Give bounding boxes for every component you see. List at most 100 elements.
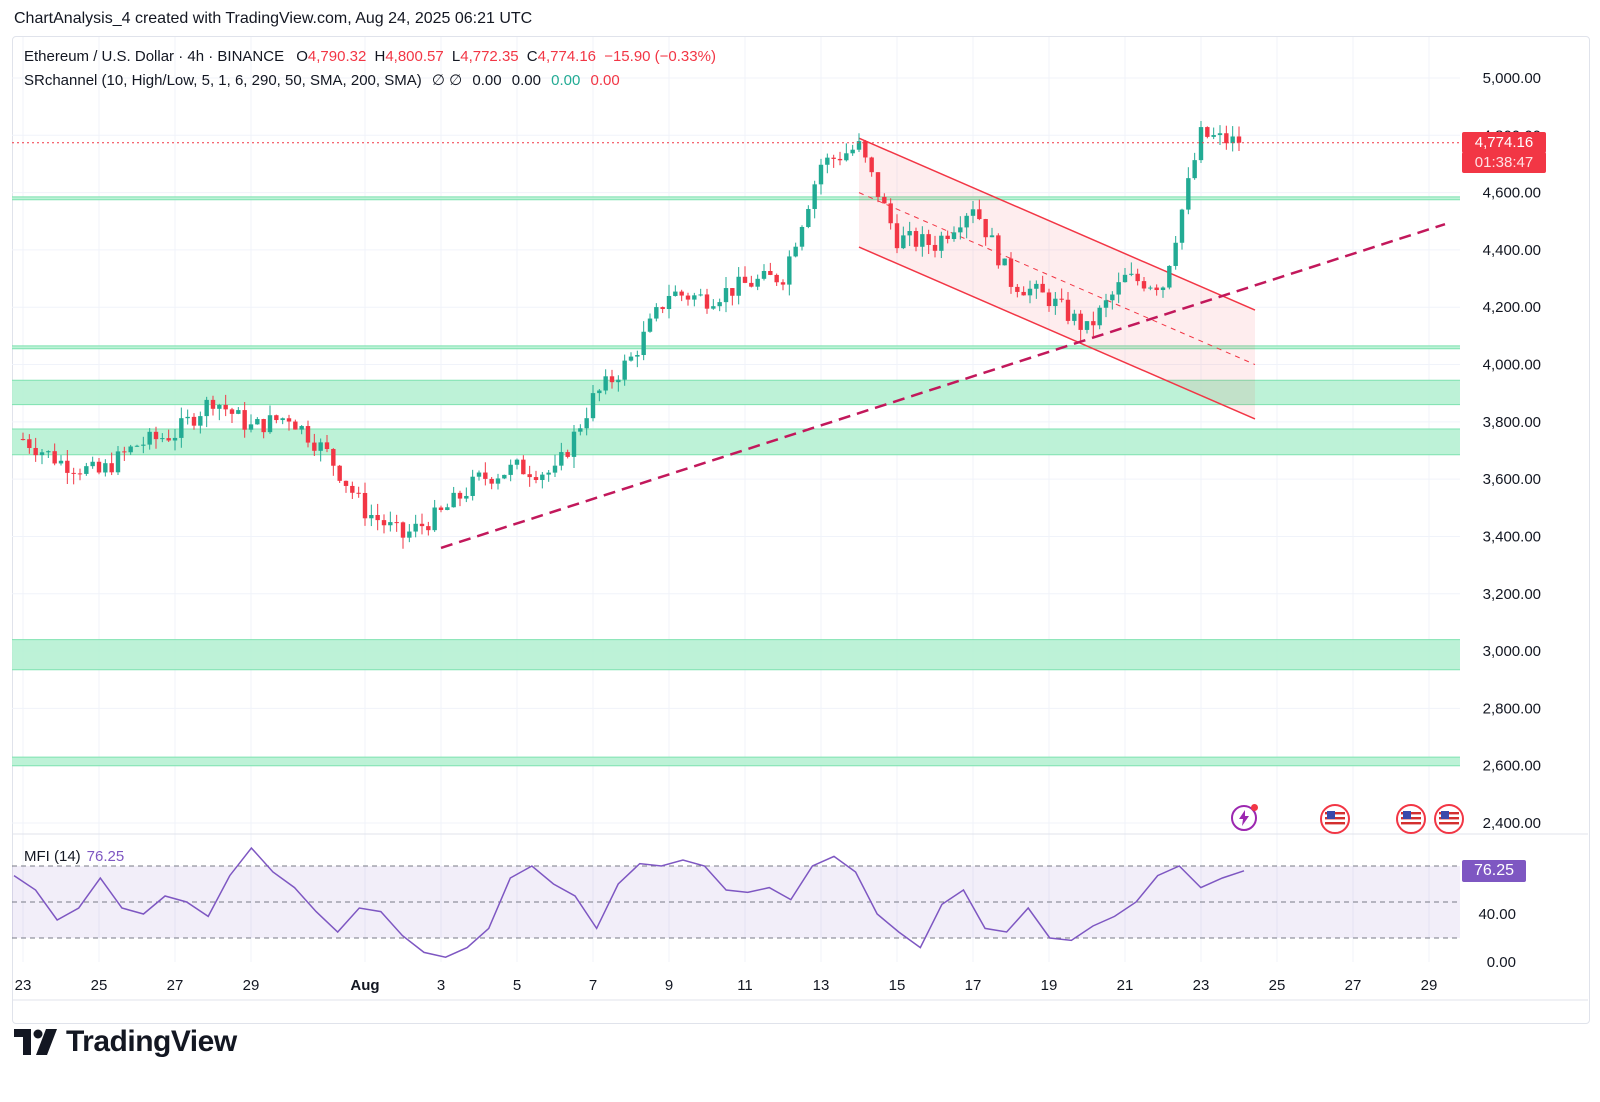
candle-body bbox=[77, 473, 83, 475]
support-resistance-zone bbox=[12, 380, 1460, 405]
support-resistance-zone bbox=[12, 757, 1460, 766]
candle-body bbox=[1091, 321, 1096, 326]
candle-body bbox=[147, 431, 152, 445]
candle-body bbox=[375, 514, 380, 521]
candle-body bbox=[191, 416, 197, 426]
candle-body bbox=[65, 460, 70, 473]
candle-body bbox=[483, 472, 488, 479]
candle-body bbox=[1078, 313, 1083, 330]
candle-body bbox=[369, 514, 374, 519]
candle-body bbox=[527, 474, 532, 478]
high-value: 4,800.57 bbox=[385, 48, 444, 65]
candle-body bbox=[1217, 133, 1223, 136]
close-value: 4,774.16 bbox=[537, 48, 597, 65]
candle-body bbox=[920, 234, 925, 247]
candle-body bbox=[1141, 281, 1147, 289]
candle-body bbox=[932, 244, 938, 251]
mfi-line bbox=[13, 846, 1245, 958]
candle-body bbox=[400, 522, 406, 538]
candle-body bbox=[286, 418, 292, 422]
candle-body bbox=[267, 415, 273, 433]
candle-body bbox=[717, 302, 722, 307]
candle-body bbox=[951, 232, 957, 240]
channel-upper-line bbox=[858, 137, 1256, 311]
candle-body bbox=[1040, 283, 1045, 293]
x-tick-label: 13 bbox=[813, 977, 830, 994]
candle-body bbox=[470, 476, 475, 496]
candle-body bbox=[742, 276, 748, 283]
us-flag-event-icon[interactable] bbox=[1320, 804, 1350, 834]
candle-body bbox=[831, 157, 836, 159]
candle-body bbox=[660, 307, 665, 310]
candle-body bbox=[1046, 292, 1052, 307]
candle-body bbox=[1230, 136, 1235, 144]
candle-body bbox=[964, 215, 969, 228]
candle-body bbox=[90, 461, 95, 467]
candle-body bbox=[1084, 321, 1090, 330]
symbol-legend: Ethereum / U.S. Dollar · 4h · BINANCE O4… bbox=[24, 48, 716, 65]
x-tick-label: 9 bbox=[665, 977, 673, 994]
candle-body bbox=[255, 419, 260, 425]
candle-body bbox=[679, 291, 684, 296]
y-tick-label: 2,800.00 bbox=[1483, 700, 1541, 717]
candle-body bbox=[299, 426, 304, 430]
indicator-title[interactable]: SRchannel (10, High/Low, 5, 1, 6, 290, 5… bbox=[24, 72, 422, 89]
candle-body bbox=[913, 231, 919, 247]
lightning-event-icon[interactable] bbox=[1231, 804, 1258, 831]
candle-body bbox=[179, 418, 184, 438]
candle-body bbox=[584, 418, 589, 429]
candle-body bbox=[1179, 209, 1185, 243]
candle-body bbox=[508, 464, 513, 475]
candle-body bbox=[426, 526, 431, 531]
x-tick-label: 27 bbox=[1345, 977, 1362, 994]
candle-body bbox=[692, 295, 697, 300]
candle-body bbox=[141, 444, 146, 446]
candle-body bbox=[749, 282, 754, 287]
candle-body bbox=[939, 235, 944, 251]
mfi-y-tick-label: 0.00 bbox=[1487, 954, 1516, 971]
us-flag-event-icon[interactable] bbox=[1434, 804, 1464, 834]
candle-body bbox=[39, 452, 45, 456]
candle-body bbox=[1236, 136, 1242, 143]
candle-body bbox=[1072, 313, 1077, 321]
y-tick-label: 2,600.00 bbox=[1483, 758, 1541, 775]
tradingview-logo[interactable]: TradingView bbox=[14, 1022, 237, 1062]
candle-body bbox=[774, 274, 779, 283]
candle-body bbox=[806, 208, 811, 227]
bar-countdown-tag: 01:38:47 bbox=[1462, 152, 1546, 173]
candle-body bbox=[204, 399, 209, 417]
candle-body bbox=[603, 376, 608, 391]
y-tick-label: 4,200.00 bbox=[1483, 299, 1541, 316]
y-tick-label: 4,600.00 bbox=[1483, 185, 1541, 202]
us-flag-event-icon[interactable] bbox=[1396, 804, 1426, 834]
y-tick-label: 4,000.00 bbox=[1483, 357, 1541, 374]
symbol-title[interactable]: Ethereum / U.S. Dollar · 4h · BINANCE bbox=[24, 48, 285, 65]
candle-body bbox=[622, 360, 627, 380]
indicator-value-4: 0.00 bbox=[590, 72, 620, 89]
candle-body bbox=[476, 472, 482, 477]
candle-body bbox=[198, 416, 203, 426]
y-tick-label: 5,000.00 bbox=[1483, 70, 1541, 87]
candle-body bbox=[229, 409, 235, 414]
candle-body bbox=[217, 404, 222, 409]
candle-body bbox=[635, 355, 640, 357]
candle-body bbox=[546, 472, 551, 475]
candle-body bbox=[514, 459, 520, 465]
candle-body bbox=[318, 442, 323, 451]
candle-body bbox=[33, 447, 38, 456]
candle-body bbox=[977, 209, 982, 220]
x-tick-label: 29 bbox=[1421, 977, 1438, 994]
candle-body bbox=[825, 157, 830, 165]
candle-body bbox=[552, 465, 558, 473]
candle-body bbox=[362, 492, 368, 519]
candle-body bbox=[812, 184, 817, 209]
x-tick-label: 29 bbox=[243, 977, 260, 994]
mfi-title[interactable]: MFI (14) bbox=[24, 848, 81, 865]
candle-body bbox=[185, 416, 190, 419]
candle-body bbox=[46, 451, 51, 453]
candle-body bbox=[1173, 242, 1178, 266]
y-tick-label: 3,000.00 bbox=[1483, 643, 1541, 660]
support-resistance-zone bbox=[12, 196, 1460, 200]
mfi-y-tick-label: 40.00 bbox=[1478, 906, 1516, 923]
